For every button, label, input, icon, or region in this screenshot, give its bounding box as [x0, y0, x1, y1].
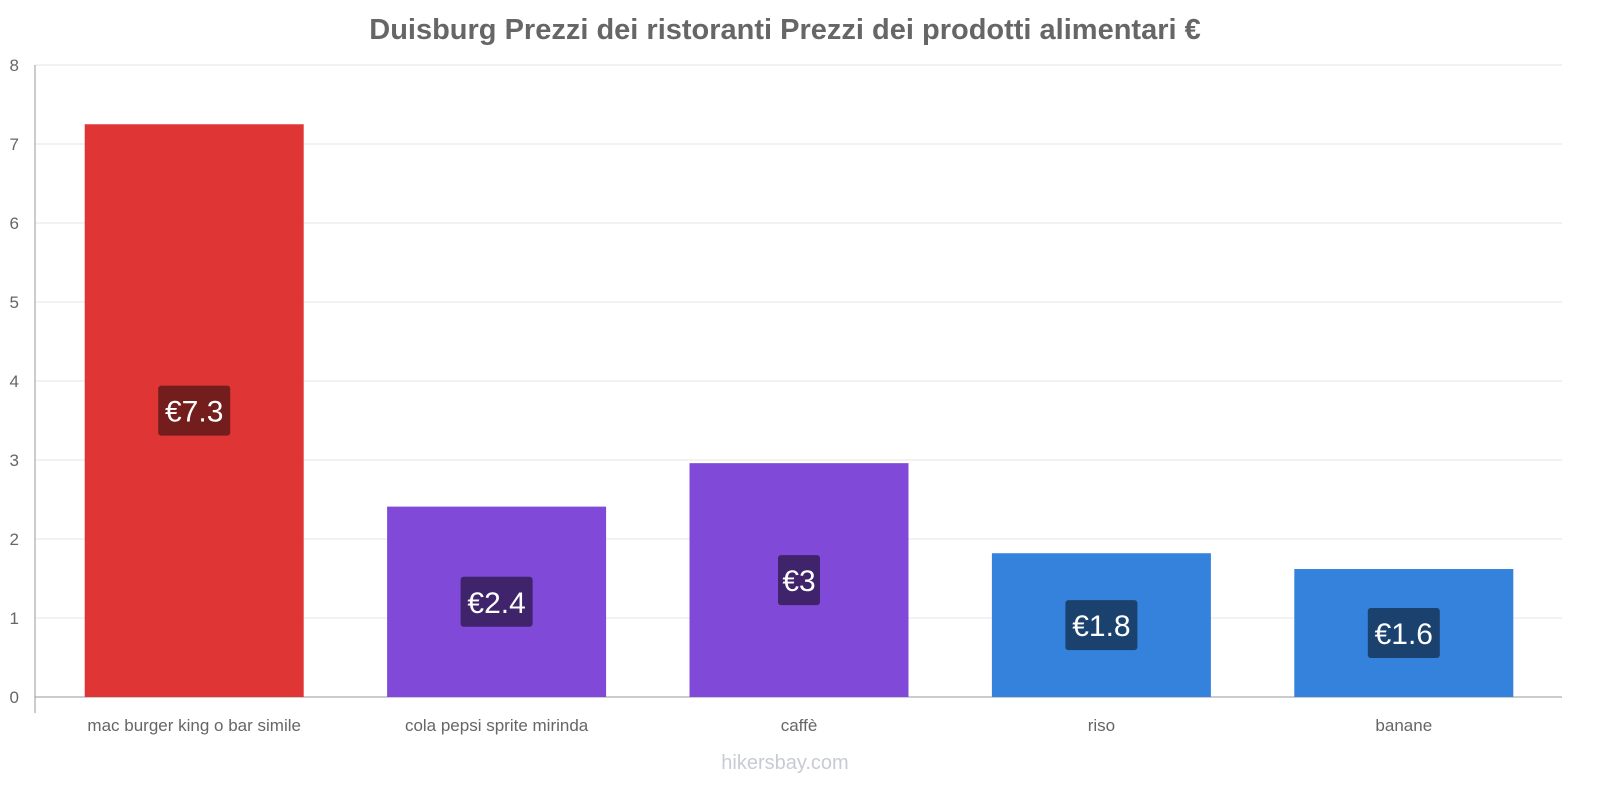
y-tick-label: 8 [10, 56, 19, 75]
y-tick-label: 2 [10, 530, 19, 549]
data-label-box [158, 385, 231, 436]
y-tick-label: 5 [10, 293, 19, 312]
y-tick-label: 0 [10, 688, 19, 707]
watermark: hikersbay.com [721, 752, 849, 774]
y-tick-label: 6 [10, 214, 19, 233]
y-tick-label: 7 [10, 135, 19, 154]
data-label: €2.4 [467, 587, 525, 620]
x-tick-label: cola pepsi sprite mirinda [405, 716, 589, 735]
data-label: €7.3 [165, 396, 223, 429]
x-tick-label: mac burger king o bar simile [87, 716, 301, 735]
data-label-box [460, 576, 533, 627]
y-tick-label: 3 [10, 451, 19, 470]
x-tick-label: riso [1088, 716, 1115, 735]
y-tick-label: 1 [10, 609, 19, 628]
y-tick-label: 4 [10, 372, 19, 391]
data-label-box [778, 555, 820, 606]
data-label-box [1367, 608, 1440, 659]
data-label-box [1065, 600, 1138, 651]
data-label: €3 [782, 565, 815, 598]
data-label: €1.8 [1072, 610, 1130, 643]
x-tick-label: banane [1375, 716, 1432, 735]
x-tick-label: caffè [781, 716, 818, 735]
data-label: €1.6 [1375, 618, 1433, 651]
chart-title: Duisburg Prezzi dei ristoranti Prezzi de… [369, 14, 1201, 46]
